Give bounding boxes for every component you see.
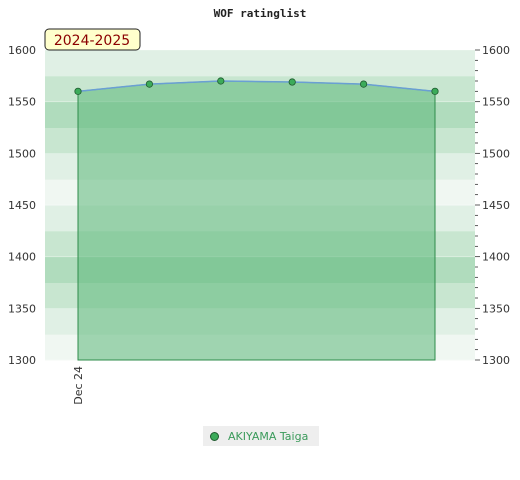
legend-series-name: AKIYAMA Taiga bbox=[228, 429, 309, 443]
chart-title: WOF ratinglist bbox=[214, 7, 307, 20]
y-tick-label-left: 1450 bbox=[8, 199, 36, 212]
area-layer bbox=[74, 77, 439, 361]
y-tick-label-left: 1600 bbox=[8, 44, 36, 57]
data-point bbox=[359, 80, 368, 88]
y-tick-label-left: 1350 bbox=[8, 302, 36, 315]
legend-marker bbox=[210, 431, 219, 441]
y-tick-label-left: 1550 bbox=[8, 96, 36, 109]
series-line bbox=[77, 80, 436, 93]
data-point bbox=[74, 87, 82, 95]
y-tick-label-left: 1300 bbox=[8, 354, 36, 367]
background-band bbox=[45, 50, 475, 77]
data-point bbox=[145, 80, 153, 88]
legend[interactable]: AKIYAMA Taiga bbox=[203, 426, 319, 446]
y-tick-label-left: 1400 bbox=[8, 251, 36, 264]
season-badge: 2024-2025 bbox=[44, 28, 141, 51]
series-area bbox=[77, 80, 436, 361]
y-tick-label-right: 1550 bbox=[482, 96, 510, 109]
y-tick-label-right: 1400 bbox=[482, 251, 510, 264]
data-point bbox=[217, 77, 225, 85]
data-point bbox=[431, 87, 439, 95]
x-tick-label: Dec 24 bbox=[72, 366, 85, 405]
x-axis-ticks: Dec 24 bbox=[72, 366, 85, 405]
season-label: 2024-2025 bbox=[54, 33, 130, 49]
y-tick-label-right: 1600 bbox=[482, 44, 510, 57]
y-tick-label-right: 1350 bbox=[482, 302, 510, 315]
y-tick-label-left: 1500 bbox=[8, 147, 36, 160]
y-tick-label-right: 1300 bbox=[482, 354, 510, 367]
y-axis-ticks: 1300 1300 1350 1350 1400 1400 1450 1450 1500 1500… bbox=[8, 44, 510, 367]
data-point bbox=[288, 78, 296, 86]
y-tick-label-right: 1450 bbox=[482, 199, 510, 212]
y-tick-label-right: 1500 bbox=[482, 147, 510, 160]
